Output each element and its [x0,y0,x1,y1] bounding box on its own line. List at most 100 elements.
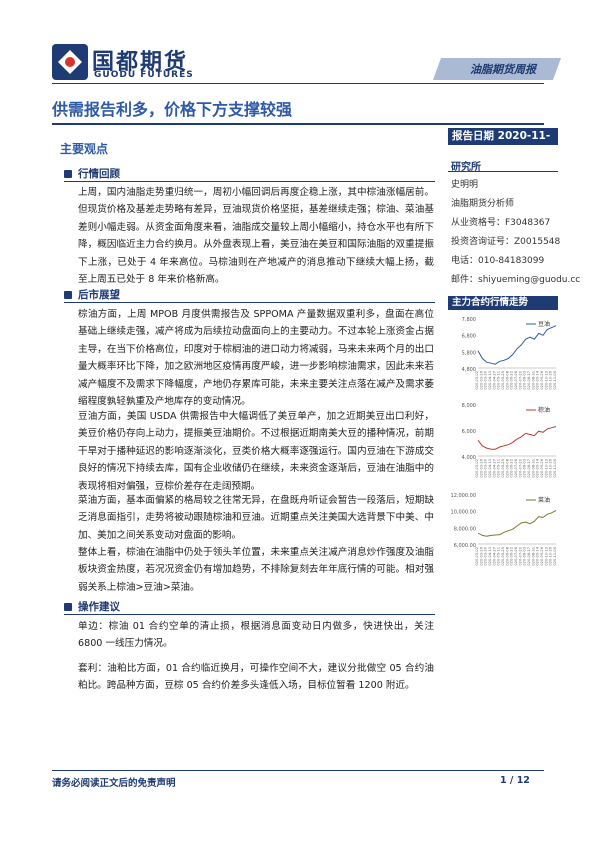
paragraph-strategy-single: 单边：棕油 01 合约空单的清止损，根据消息面变动日内做多，快进快出，关注 68… [78,621,434,650]
analyst-name: 史明明 [451,180,479,190]
x-tick-label: 2020-04-13 [488,547,492,566]
x-tick-label: 2020-05-11 [497,371,501,390]
x-tick-label: 2020-08-31 [531,459,535,478]
x-tick-label: 2020-04-13 [488,371,492,390]
y-tick-label: 7,800 [462,317,476,323]
x-tick-label: 2020-09-28 [540,546,544,566]
x-tick-label: 2020-07-06 [514,546,518,566]
sidebar-divider [448,171,558,172]
series-line [477,426,557,450]
x-tick-label: 2020-10-12 [544,547,548,566]
x-tick-label: 2020-10-26 [549,370,553,390]
x-tick-label: 2020-04-27 [492,547,496,566]
y-tick-label: 10,000.00 [451,510,476,516]
legend-label: 豆油 [538,320,550,328]
x-tick-label: 2020-03-02 [475,371,479,390]
x-tick-label: 2020-10-12 [544,459,548,478]
x-tick-label: 2020-05-25 [501,459,505,478]
x-tick-label: 2020-07-20 [518,546,522,566]
paragraph-outlook-palm: 棕油方面，上周 MPOB 月度供需报告及 SPPOMA 产量数据双重利多，盘面在… [78,309,434,408]
analyst-invest-license: 投资咨询证号：Z0015548 [451,237,561,247]
x-tick-label: 2020-09-14 [536,370,540,390]
paragraph-outlook-rapeseed: 菜油方面，基本面偏紧的格局较之往常无异，在盘既舟听证会暂告一段落后，短期缺乏消息… [78,495,434,541]
series-line [477,509,557,537]
y-tick-label: 6,000.00 [454,543,476,549]
header-divider [52,83,544,84]
x-tick-label: 2020-11-09 [553,370,557,390]
paragraph-review-1: 上周，国内油脂走势重归统一，周初小幅回调后再度企稳上涨，其中棕油涨幅居前。但现货… [78,187,434,286]
section-divider [64,614,435,615]
logo-english-text: GUODU FUTURES [94,70,194,80]
section-bullet-icon [64,603,72,611]
x-tick-label: 2020-04-27 [492,371,496,390]
x-tick-label: 2020-08-17 [527,547,531,566]
x-tick-label: 2020-08-17 [527,371,531,390]
x-tick-label: 2020-10-12 [544,371,548,390]
x-tick-label: 2020-03-30 [484,370,488,390]
x-tick-label: 2020-04-13 [488,459,492,478]
x-tick-label: 2020-06-22 [510,459,514,478]
x-tick-label: 2020-07-20 [518,370,522,390]
x-tick-label: 2020-07-20 [518,458,522,478]
x-tick-label: 2020-08-03 [523,371,527,390]
y-tick-label: 8,000.00 [454,526,476,532]
section-divider [64,302,435,303]
x-tick-label: 2020-03-02 [475,459,479,478]
report-tag-text: 油脂期货周报 [470,63,536,76]
x-tick-label: 2020-06-22 [510,371,514,390]
title-divider [52,123,544,125]
section-heading-outlook: 后市展望 [78,289,120,301]
x-tick-label: 2020-03-30 [484,458,488,478]
y-tick-label: 5,800 [462,350,476,356]
footer-disclaimer: 请务必阅读正文后的免责声明 [52,778,176,789]
guodu-logo-icon [52,44,88,80]
x-tick-label: 2020-03-16 [479,370,483,390]
series-line [477,325,557,365]
x-tick-label: 2020-03-16 [479,458,483,478]
y-tick-label: 6,000 [462,429,476,435]
x-tick-label: 2020-08-17 [527,459,531,478]
legend-label: 棕油 [538,406,550,414]
page-title: 供需报告利多，价格下方支撑较强 [52,100,293,119]
y-tick-label: 4,000 [462,455,476,461]
x-tick-label: 2020-09-14 [536,458,540,478]
y-tick-label: 4,800 [462,367,476,373]
x-tick-label: 2020-10-26 [549,458,553,478]
x-tick-label: 2020-08-31 [531,547,535,566]
x-tick-label: 2020-06-08 [505,370,509,390]
section-heading-review: 行情回顾 [78,168,120,180]
x-tick-label: 2020-05-25 [501,371,505,390]
institute-heading: 研究所 [451,162,481,173]
report-date: 报告日期 2020-11-15 [448,128,558,159]
section-heading-strategy: 操作建议 [78,601,120,613]
analyst-role: 油脂期货分析师 [451,199,515,209]
x-tick-label: 2020-06-08 [505,458,509,478]
x-tick-label: 2020-09-14 [536,546,540,566]
x-tick-label: 2020-11-09 [553,458,557,478]
logo-chinese-text: 国都期货 [92,50,189,75]
section-bullet-icon [64,291,72,299]
x-tick-label: 2020-09-28 [540,458,544,478]
paragraph-outlook-soy: 豆油方面，美国 USDA 供需报告中大幅调低了美豆单产，加之近期美豆出口利好，美… [78,411,434,492]
analyst-email: 邮件：shiyueming@guodu.cc [451,275,581,285]
x-tick-label: 2020-06-22 [510,547,514,566]
x-tick-label: 2020-04-27 [492,459,496,478]
chart-section-heading: 主力合约行情走势 [448,296,558,310]
x-tick-label: 2020-05-11 [497,459,501,478]
footer-divider [52,770,544,771]
section-divider [64,181,435,182]
x-tick-label: 2020-05-25 [501,547,505,566]
analyst-license: 从业资格号：F3048367 [451,218,551,228]
y-tick-label: 12,000.00 [451,493,476,499]
x-tick-label: 2020-11-09 [553,546,557,566]
y-tick-label: 8,000 [462,403,476,409]
page-number: 1 / 12 [500,775,530,786]
x-tick-label: 2020-03-02 [475,547,479,566]
rapeseed-oil-chart: 12,000.0010,000.008,000.006,000.002020-0… [451,493,557,566]
x-tick-label: 2020-07-06 [514,370,518,390]
analyst-phone: 电话：010-84183099 [451,256,545,266]
x-tick-label: 2020-07-06 [514,458,518,478]
legend-label: 菜油 [538,496,550,504]
